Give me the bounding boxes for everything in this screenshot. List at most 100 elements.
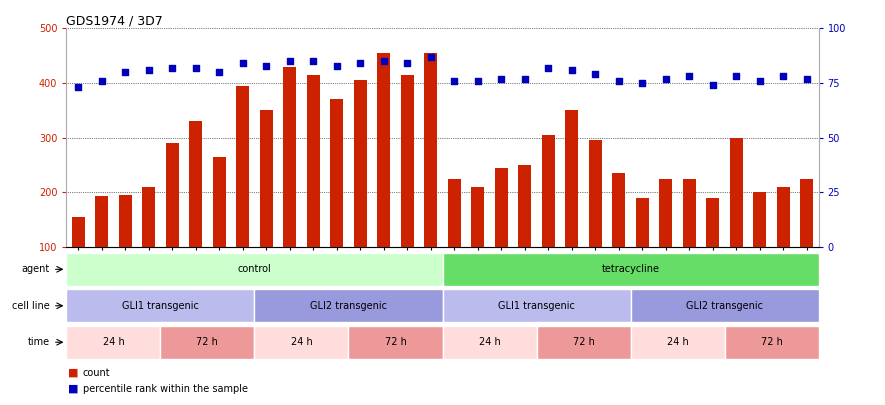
Point (729, 73, 743, 80)
Text: 24 h: 24 h (290, 337, 312, 347)
Text: GLI1 transgenic: GLI1 transgenic (498, 301, 575, 311)
Bar (725, 326, 819, 359)
Bar (612, 173, 626, 247)
Bar (66, 289, 255, 322)
Bar (800, 179, 813, 247)
Text: GDS1974 / 3D7: GDS1974 / 3D7 (66, 14, 163, 27)
Point (377, 58, 391, 64)
Text: 24 h: 24 h (666, 337, 689, 347)
Bar (212, 157, 226, 247)
Bar (119, 195, 132, 247)
Bar (442, 289, 630, 322)
Point (165, 64, 180, 71)
Bar (424, 53, 437, 247)
Bar (442, 253, 819, 286)
Bar (683, 179, 696, 247)
Point (658, 75, 673, 82)
Bar (189, 121, 202, 247)
Point (400, 60, 414, 66)
Point (776, 73, 790, 80)
Text: 72 h: 72 h (761, 337, 782, 347)
Point (212, 69, 227, 75)
Bar (165, 143, 179, 247)
Point (589, 71, 603, 77)
Bar (536, 326, 630, 359)
Point (424, 53, 438, 60)
Text: ■: ■ (68, 384, 79, 394)
Point (259, 62, 273, 69)
Bar (255, 289, 442, 322)
Point (306, 58, 320, 64)
Bar (495, 168, 508, 247)
Bar (589, 141, 602, 247)
Bar (354, 80, 366, 247)
Text: agent: agent (21, 264, 50, 274)
Bar (730, 138, 743, 247)
Point (494, 75, 508, 82)
Text: 72 h: 72 h (573, 337, 595, 347)
Bar (472, 187, 484, 247)
Bar (377, 53, 390, 247)
Bar (349, 326, 442, 359)
Bar (706, 198, 720, 247)
Bar (566, 110, 578, 247)
Text: percentile rank within the sample: percentile rank within the sample (83, 384, 248, 394)
Text: time: time (27, 337, 50, 347)
Bar (630, 326, 725, 359)
Text: 24 h: 24 h (103, 337, 124, 347)
Bar (142, 187, 155, 247)
Point (189, 64, 203, 71)
Point (800, 75, 814, 82)
Bar (659, 179, 673, 247)
Point (118, 69, 132, 75)
Bar (330, 99, 343, 247)
Bar (160, 326, 255, 359)
Text: cell line: cell line (12, 301, 50, 311)
Point (612, 78, 626, 84)
Text: tetracycline: tetracycline (602, 264, 659, 274)
Text: control: control (237, 264, 272, 274)
Point (753, 78, 767, 84)
Bar (401, 75, 413, 247)
Text: GLI2 transgenic: GLI2 transgenic (686, 301, 763, 311)
Point (329, 62, 343, 69)
Point (705, 82, 720, 88)
Bar (307, 75, 319, 247)
Point (518, 75, 532, 82)
Bar (630, 289, 819, 322)
Point (71, 84, 85, 91)
Bar (283, 66, 296, 247)
Point (95, 78, 109, 84)
Text: ■: ■ (68, 368, 79, 377)
Bar (442, 326, 536, 359)
Point (542, 64, 556, 71)
Bar (259, 110, 273, 247)
Bar (753, 192, 766, 247)
Text: 72 h: 72 h (385, 337, 406, 347)
Bar (66, 326, 160, 359)
Bar (448, 179, 461, 247)
Point (235, 60, 250, 66)
Bar (542, 135, 555, 247)
Bar (635, 198, 649, 247)
Point (565, 67, 579, 73)
Point (353, 60, 367, 66)
Point (471, 78, 485, 84)
Bar (96, 196, 108, 247)
Text: 72 h: 72 h (196, 337, 219, 347)
Text: GLI2 transgenic: GLI2 transgenic (310, 301, 387, 311)
Bar (66, 253, 442, 286)
Bar (72, 217, 85, 247)
Text: 24 h: 24 h (479, 337, 500, 347)
Point (282, 58, 296, 64)
Point (447, 78, 461, 84)
Text: count: count (83, 368, 111, 377)
Bar (236, 86, 250, 247)
Point (142, 67, 156, 73)
Point (635, 80, 650, 86)
Bar (255, 326, 349, 359)
Bar (777, 187, 789, 247)
Text: GLI1 transgenic: GLI1 transgenic (122, 301, 199, 311)
Point (682, 73, 696, 80)
Bar (519, 165, 531, 247)
